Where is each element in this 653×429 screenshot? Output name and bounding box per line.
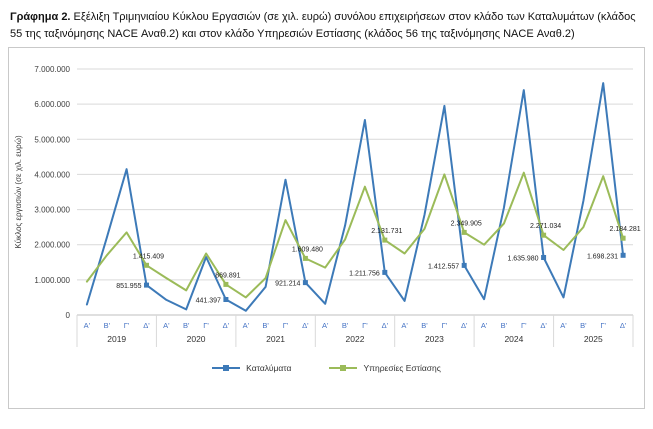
data-label: 2.131.731 [371, 228, 402, 235]
quarter-tick-label: Γ' [203, 321, 209, 330]
quarter-tick-label: Γ' [600, 321, 606, 330]
data-label: 1.609.480 [292, 246, 323, 253]
quarter-tick-label: Β' [501, 321, 508, 330]
year-tick-label: 2022 [346, 334, 365, 344]
quarter-tick-label: Δ' [620, 321, 627, 330]
quarter-tick-label: Δ' [540, 321, 547, 330]
data-label: 921.214 [275, 281, 300, 288]
quarter-tick-label: Α' [322, 321, 329, 330]
data-label: 1.412.557 [428, 263, 459, 270]
point-marker [382, 237, 388, 243]
chart-canvas: 0 1.000.000 2.000.000 3.000.000 4.000.000 5.0… [14, 65, 641, 347]
chart-container: 0 1.000.000 2.000.000 3.000.000 4.000.000 5.0… [8, 47, 645, 409]
point-marker [223, 281, 229, 287]
year-tick-label: 2019 [107, 334, 126, 344]
figure-title-prefix: Γράφημα 2. [10, 11, 71, 23]
y-tick-label: 3.000.000 [34, 206, 70, 215]
figure-title: Γράφημα 2. Εξέλιξη Τριμηνιαίου Κύκλου Ερ… [10, 9, 643, 42]
point-marker [302, 255, 308, 261]
quarter-tick-label: Β' [580, 321, 587, 330]
year-tick-label: 2024 [504, 334, 523, 344]
quarter-tick-label: Α' [163, 321, 170, 330]
point-marker [461, 229, 467, 235]
y-tick-label: 2.000.000 [34, 241, 70, 250]
y-tick-label: 5.000.000 [34, 135, 70, 144]
legend-line-marker-accommodation [212, 365, 241, 371]
data-label: 1.635.980 [507, 256, 538, 263]
data-label: 869.891 [215, 272, 240, 279]
year-tick-label: 2021 [266, 334, 285, 344]
data-label: 441.397 [196, 298, 221, 305]
point-marker [144, 262, 149, 268]
legend-square-icon [223, 365, 230, 371]
y-tick-label: 7.000.000 [34, 65, 70, 74]
legend-label-food-service: Υπηρεσίες Εστίασης [363, 363, 441, 373]
point-marker [620, 235, 626, 241]
quarter-tick-label: Δ' [143, 321, 150, 330]
point-marker [461, 262, 467, 268]
point-marker [144, 282, 149, 288]
quarter-tick-label: Α' [84, 321, 91, 330]
quarter-tick-label: Β' [421, 321, 428, 330]
quarter-tick-label: Α' [560, 321, 567, 330]
data-label: 2.184.281 [610, 226, 641, 233]
legend-item-food-service: Υπηρεσίες Εστίασης [329, 363, 441, 373]
data-label: 1.698.231 [587, 253, 618, 260]
legend-item-accommodation: Καταλύματα [212, 363, 291, 373]
data-label: 2.271.034 [530, 223, 561, 230]
quarter-tick-label: Δ' [382, 321, 389, 330]
figure-title-text: Εξέλιξη Τριμηνιαίου Κύκλου Εργασιών (σε … [10, 11, 636, 40]
legend-line-marker-food-service [329, 365, 358, 371]
data-label: 1.415.409 [133, 253, 164, 260]
data-label: 2.349.905 [451, 220, 482, 227]
y-axis-title: Κύκλος εργασιών (σε χιλ. ευρώ) [14, 135, 23, 249]
quarter-tick-label: Γ' [283, 321, 289, 330]
data-label: 1.211.756 [349, 270, 380, 277]
quarter-tick-label: Δ' [461, 321, 468, 330]
year-tick-label: 2025 [584, 334, 603, 344]
y-tick-label: 6.000.000 [34, 100, 70, 109]
point-marker [620, 252, 626, 258]
series-line-1 [85, 171, 625, 299]
quarter-tick-label: Β' [104, 321, 111, 330]
year-tick-label: 2020 [187, 334, 206, 344]
year-tick-label: 2023 [425, 334, 444, 344]
quarter-tick-label: Β' [342, 321, 349, 330]
data-label: 851.955 [116, 283, 141, 290]
y-tick-label: 4.000.000 [34, 170, 70, 179]
quarter-tick-label: Β' [183, 321, 190, 330]
legend-square-icon [340, 365, 347, 371]
y-tick-label: 1.000.000 [34, 276, 70, 285]
quarter-tick-label: Γ' [124, 321, 130, 330]
quarter-tick-label: Α' [243, 321, 250, 330]
quarter-tick-label: Β' [262, 321, 269, 330]
point-marker [302, 280, 308, 286]
quarter-tick-label: Α' [401, 321, 408, 330]
quarter-tick-label: Γ' [521, 321, 527, 330]
y-tick-label: 0 [66, 311, 71, 320]
point-marker [541, 255, 547, 260]
point-marker [382, 269, 388, 275]
legend-label-accommodation: Καταλύματα [246, 363, 292, 373]
quarter-tick-label: Δ' [223, 321, 230, 330]
quarter-tick-label: Γ' [442, 321, 448, 330]
point-marker [541, 232, 547, 238]
point-marker [223, 297, 229, 302]
quarter-tick-label: Δ' [302, 321, 309, 330]
quarter-tick-label: Γ' [362, 321, 368, 330]
chart-legend: Καταλύματα Υπηρεσίες Εστίασης [9, 355, 644, 381]
series-line-0 [85, 82, 625, 312]
quarter-tick-label: Α' [481, 321, 488, 330]
